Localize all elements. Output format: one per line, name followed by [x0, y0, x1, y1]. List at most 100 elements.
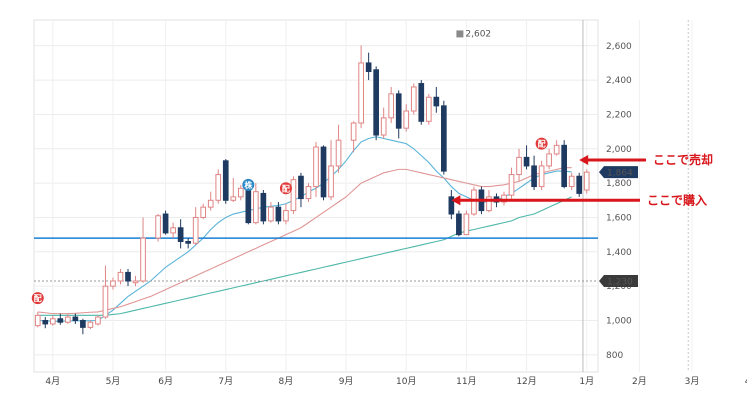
event-badge-label: 配: [538, 140, 546, 149]
candle-body: [57, 318, 64, 323]
max-marker-icon: [456, 30, 464, 38]
candle: [320, 145, 327, 201]
candle-body: [132, 280, 139, 284]
candle: [531, 155, 537, 190]
event-badge-label: 配: [34, 294, 42, 303]
candle: [125, 268, 131, 287]
x-tick-label: 2月: [632, 376, 647, 387]
event-badge-circle: [242, 178, 255, 191]
x-tick-label: 9月: [339, 376, 354, 387]
candle: [34, 311, 41, 328]
x-tick-label: 6月: [158, 376, 173, 387]
x-tick-label: 8月: [279, 376, 294, 387]
y-tick-label: 2,200: [606, 110, 632, 120]
candle-body: [215, 174, 222, 201]
candle-body: [516, 156, 522, 176]
candle-body: [268, 206, 274, 222]
moving-average-line-2: [37, 196, 572, 316]
y-tick-label: 1,400: [606, 248, 632, 258]
candle: [162, 210, 169, 235]
candle-body: [192, 216, 199, 244]
current-price-label-box: [604, 166, 638, 179]
candle-body: [380, 117, 387, 136]
candle-body: [463, 213, 470, 236]
candle-body: [335, 139, 342, 167]
candle: [373, 66, 379, 141]
candle-body: [568, 175, 575, 188]
candle-body: [418, 83, 425, 122]
candle: [253, 183, 259, 225]
candle-body: [583, 171, 590, 191]
candle: [568, 172, 575, 190]
candle-body: [395, 93, 402, 129]
candle-body: [34, 314, 41, 327]
candle: [328, 140, 334, 201]
candle: [65, 313, 71, 324]
candle-body: [358, 62, 364, 124]
event-badge-label: 配: [282, 184, 290, 193]
x-tick-label: 7月: [218, 376, 233, 387]
x-tick-label: 4月: [45, 376, 60, 387]
event-badge: 株: [242, 178, 255, 191]
x-tick-label: 3月: [685, 376, 700, 387]
candle: [425, 93, 432, 125]
candle-body: [538, 165, 545, 188]
candle-body: [222, 160, 229, 201]
candle: [222, 159, 229, 204]
candle: [200, 203, 207, 220]
candle: [132, 275, 139, 287]
candle-body: [177, 227, 184, 243]
event-badge-layer: 配株 配配: [31, 137, 548, 305]
candle: [185, 238, 191, 249]
candle-body: [365, 62, 372, 73]
candle: [350, 121, 357, 153]
y-tick-label: 1,000: [606, 316, 632, 326]
candle: [42, 317, 49, 329]
candle: [313, 141, 319, 197]
candle-body: [433, 96, 440, 107]
candle: [501, 191, 507, 206]
candle: [283, 203, 289, 225]
y-tick-label: 1,600: [606, 213, 632, 223]
current-price-label-pointer: [599, 166, 604, 179]
candle-body: [553, 144, 560, 155]
candle-body: [298, 175, 304, 200]
candle-body: [313, 146, 319, 188]
candle-body: [486, 196, 492, 212]
x-tick-label: 11月: [456, 376, 476, 387]
candle-body: [162, 213, 169, 234]
candle-body: [80, 319, 86, 328]
reference-price-label-pointer: [599, 274, 604, 287]
event-badge-label: 株: [244, 180, 253, 190]
candle-body: [546, 153, 552, 167]
candle-body: [170, 227, 176, 234]
sell-annotation: ここで売却: [579, 152, 713, 167]
candle: [380, 107, 387, 139]
candle: [463, 210, 470, 236]
candle-body: [561, 144, 567, 188]
candle-body: [350, 122, 357, 141]
y-tick-label: 2,000: [606, 145, 632, 155]
candle: [576, 172, 583, 197]
candle: [87, 320, 94, 330]
y-tick-label: 800: [606, 351, 623, 361]
candle: [516, 148, 522, 182]
event-badge: 配: [535, 137, 548, 150]
buy-annotation-head: [451, 195, 461, 206]
moving-average-line-0: [37, 136, 572, 322]
candle-body: [155, 215, 161, 239]
candle: [441, 100, 447, 175]
candle: [305, 183, 312, 203]
candle-body: [576, 175, 583, 194]
moving-average-layer: [37, 136, 572, 322]
candle: [388, 86, 395, 124]
candle: [448, 189, 455, 220]
candle: [80, 318, 86, 335]
candle: [335, 124, 342, 173]
candle-body: [501, 194, 507, 203]
candle: [268, 202, 274, 223]
reference-price-label-box: [604, 274, 638, 287]
